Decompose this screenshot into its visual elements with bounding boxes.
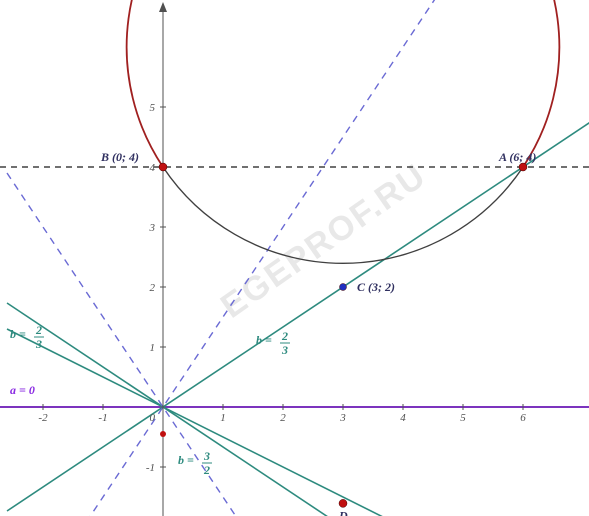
ytick: -1 bbox=[146, 462, 155, 474]
svg-text:3: 3 bbox=[281, 343, 288, 357]
svg-text:3: 3 bbox=[203, 449, 210, 463]
xtick: 3 bbox=[339, 412, 346, 424]
xtick: 1 bbox=[220, 412, 226, 424]
svg-text:2: 2 bbox=[35, 323, 42, 337]
circle-lower-arc bbox=[127, 0, 560, 167]
xtick: 6 bbox=[520, 412, 526, 424]
line-d2 bbox=[7, 173, 589, 516]
svg-text:3: 3 bbox=[35, 337, 42, 351]
ytick: 1 bbox=[150, 342, 156, 354]
eq-label: a = 0 bbox=[10, 383, 35, 397]
point-label-B: B (0; 4) bbox=[100, 150, 139, 164]
xtick: 5 bbox=[460, 412, 466, 424]
line-g1 bbox=[7, 119, 589, 511]
line-g2 bbox=[7, 303, 589, 516]
ytick: 5 bbox=[150, 102, 156, 114]
xtick: -1 bbox=[98, 412, 107, 424]
eq-label: b = 23 bbox=[10, 323, 44, 351]
xtick: 2 bbox=[280, 412, 286, 424]
point-D bbox=[339, 499, 347, 507]
line-g3 bbox=[7, 329, 589, 516]
point-A bbox=[519, 163, 527, 171]
xtick: 4 bbox=[400, 412, 406, 424]
math-plot: EGEPROF.RU-2-112345612345-10a = 0b =23b … bbox=[0, 0, 589, 516]
point-C bbox=[340, 284, 347, 291]
aux-point bbox=[160, 431, 166, 437]
ytick: 3 bbox=[149, 222, 156, 234]
point-label-D: D bbox=[338, 508, 348, 516]
svg-text:2: 2 bbox=[203, 463, 210, 477]
svg-text:b =: b = bbox=[10, 327, 26, 341]
svg-text:b =: b = bbox=[178, 453, 194, 467]
svg-text:b =: b = bbox=[256, 333, 272, 347]
point-label-A: A (6; 4) bbox=[498, 150, 536, 164]
point-B bbox=[159, 163, 167, 171]
ytick: 2 bbox=[150, 282, 156, 294]
eq-label: b = 32 bbox=[178, 449, 212, 477]
ytick: 4 bbox=[150, 162, 156, 174]
origin-label: 0 bbox=[150, 412, 156, 424]
svg-text:2: 2 bbox=[281, 329, 288, 343]
point-label-C: C (3; 2) bbox=[357, 280, 395, 294]
xtick: -2 bbox=[38, 412, 48, 424]
